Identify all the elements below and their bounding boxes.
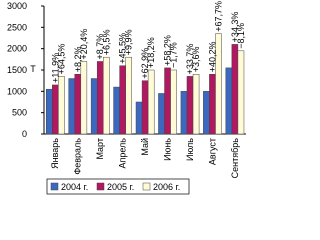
y-tick-label: 500 [12,108,27,118]
x-tick-label: Сентябрь [230,138,240,179]
bar [147,69,155,135]
x-tick-label: Июнь [162,138,172,161]
x-tick-label: Май [140,138,150,156]
chart: Т 0 500 1000 1500 2000 2500 3000 Январь +11,9%+64… [7,1,246,195]
bar [119,65,126,135]
annotation: +20,4% [79,29,89,60]
y-axis-label: Т [30,64,36,74]
y-tick-label: 1000 [7,86,27,96]
bar [135,101,143,135]
bar [52,84,59,135]
annotation: +9,9% [124,29,134,55]
bar [96,61,104,135]
x-tick-label: Апрель [118,138,128,169]
bar [231,44,239,135]
bar [192,74,200,135]
annotation: +34,3% [230,12,240,43]
bar [225,67,233,135]
x-tick-label: Март [95,138,105,160]
x-tick-label: Июль [185,138,195,161]
annotation: +45,5% [118,33,128,64]
annotation: +8,2% [73,46,83,72]
bar [186,76,194,135]
legend-swatch [50,182,59,191]
legend-swatch [96,182,105,191]
annotation: +18,2% [146,37,156,68]
annotation: +64,5% [56,44,66,75]
bar [80,61,88,135]
annotation: +8,7% [95,34,105,60]
annotation: +11,9% [50,53,60,83]
x-tick-label: Август [207,138,217,165]
y-tick-label: 2500 [7,22,27,32]
bar [203,91,210,135]
y-tick-label: 3000 [7,1,27,11]
annotation: +3,6% [191,46,201,72]
annotation: −8,1% [236,23,246,49]
bar [164,67,171,135]
annotation: +40,2% [207,41,217,72]
legend-box [46,178,190,195]
bar [158,93,165,135]
bar [74,74,82,135]
y-tick-label: 0 [22,129,27,139]
bar [103,56,110,135]
legend-label: 2006 г. [153,182,180,192]
bar [90,78,98,135]
annotation: −1,7% [169,42,179,68]
bar [125,56,133,135]
x-tick-label: Январь [50,138,60,169]
annotation: +6,5% [101,29,111,55]
bar [180,91,188,135]
bar [58,76,65,135]
annotation: +58,2% [163,35,173,66]
y-tick-label: 1500 [7,65,27,75]
annotation: +67,7% [214,1,224,32]
legend-label: 2005 г. [107,182,134,192]
bar [237,50,245,135]
bar [68,78,75,135]
legend-swatch [142,182,151,191]
legend-label: 2004 г. [61,182,88,192]
x-tick-label: Февраль [73,138,83,175]
bar [209,74,216,135]
bar [113,86,120,135]
bar [141,80,149,135]
y-tick-label: 2000 [7,44,27,54]
annotation: +62,9% [140,48,150,79]
bar [215,33,222,135]
annotation: +33,7% [185,44,195,75]
bar [170,69,177,135]
bar [45,88,53,135]
